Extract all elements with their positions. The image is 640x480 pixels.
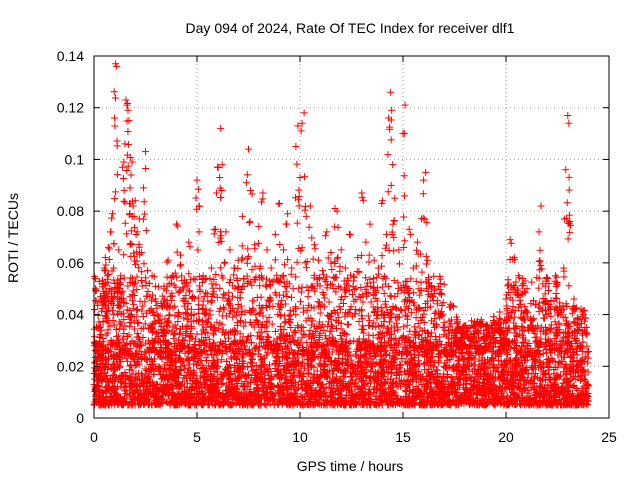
data-point-band xyxy=(142,349,150,357)
data-points xyxy=(90,60,592,409)
data-point-band xyxy=(402,388,410,396)
data-point-band xyxy=(359,298,367,306)
data-point-band xyxy=(141,320,149,328)
data-point-band xyxy=(350,337,358,345)
data-point-band xyxy=(321,332,329,340)
data-point-band xyxy=(394,326,402,334)
data-point-band xyxy=(247,339,255,347)
data-point-band xyxy=(518,343,526,351)
data-point-band xyxy=(120,394,128,402)
data-point-band xyxy=(510,313,518,321)
grid-layer xyxy=(94,56,609,418)
data-point-band xyxy=(247,358,255,366)
data-point-band xyxy=(110,311,118,319)
data-point-band xyxy=(206,340,214,348)
data-point-band xyxy=(298,385,306,393)
chart-title: Day 094 of 2024, Rate Of TEC Index for r… xyxy=(186,20,515,36)
data-point-band xyxy=(139,312,147,320)
data-point-band xyxy=(313,367,321,375)
data-point-band xyxy=(131,325,139,333)
data-point-band xyxy=(288,373,296,381)
data-point-band xyxy=(584,348,592,356)
data-point-band xyxy=(404,384,412,392)
data-point-band xyxy=(471,355,479,363)
data-point-band xyxy=(527,383,535,391)
data-point-band xyxy=(134,329,142,337)
data-point-band xyxy=(583,348,591,356)
data-point-band xyxy=(134,393,142,401)
data-point-band xyxy=(539,350,547,358)
data-point-band xyxy=(556,359,564,367)
data-point-band xyxy=(398,355,406,363)
data-point-band xyxy=(202,354,210,362)
data-point-band xyxy=(261,401,269,409)
data-point-band xyxy=(298,334,306,342)
